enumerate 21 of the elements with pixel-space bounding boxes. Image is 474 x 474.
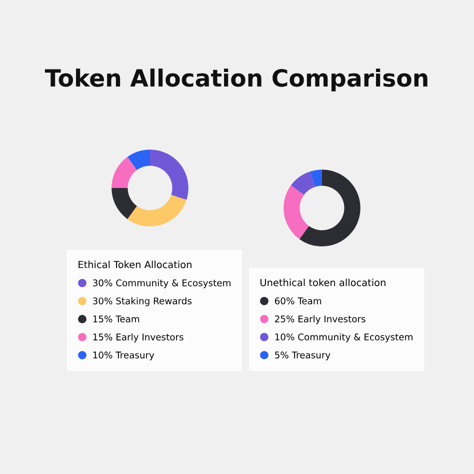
legend-label: 10% Treasury	[93, 352, 154, 360]
donut-slice	[150, 150, 188, 200]
donut-slice	[112, 156, 137, 188]
legend-label: 25% Early Investors	[275, 315, 366, 324]
legend-label: 15% Team	[93, 315, 140, 322]
legend-label: 30% Staking Rewards	[93, 297, 192, 306]
donut-slice	[299, 170, 360, 246]
donut-slice	[112, 188, 137, 220]
donut-slice	[290, 171, 316, 195]
legend-title: Ethical Token Allocation	[78, 260, 192, 268]
chart-title: Token Allocation Comparison	[44, 68, 428, 92]
donut-slice	[127, 194, 187, 226]
donut-slice	[284, 185, 309, 240]
legend-title: Unethical token allocation	[260, 278, 386, 286]
legend-label: 60% Team	[274, 297, 322, 304]
legend-label: 15% Early Investors	[93, 333, 184, 342]
donut-slice	[127, 150, 150, 170]
legend-label: 10% Community & Ecosystem	[275, 333, 412, 342]
legend-label: 5% Treasury	[275, 352, 330, 360]
legend-label: 30% Community & Ecosystem	[93, 279, 230, 288]
donut-slice	[310, 170, 322, 187]
